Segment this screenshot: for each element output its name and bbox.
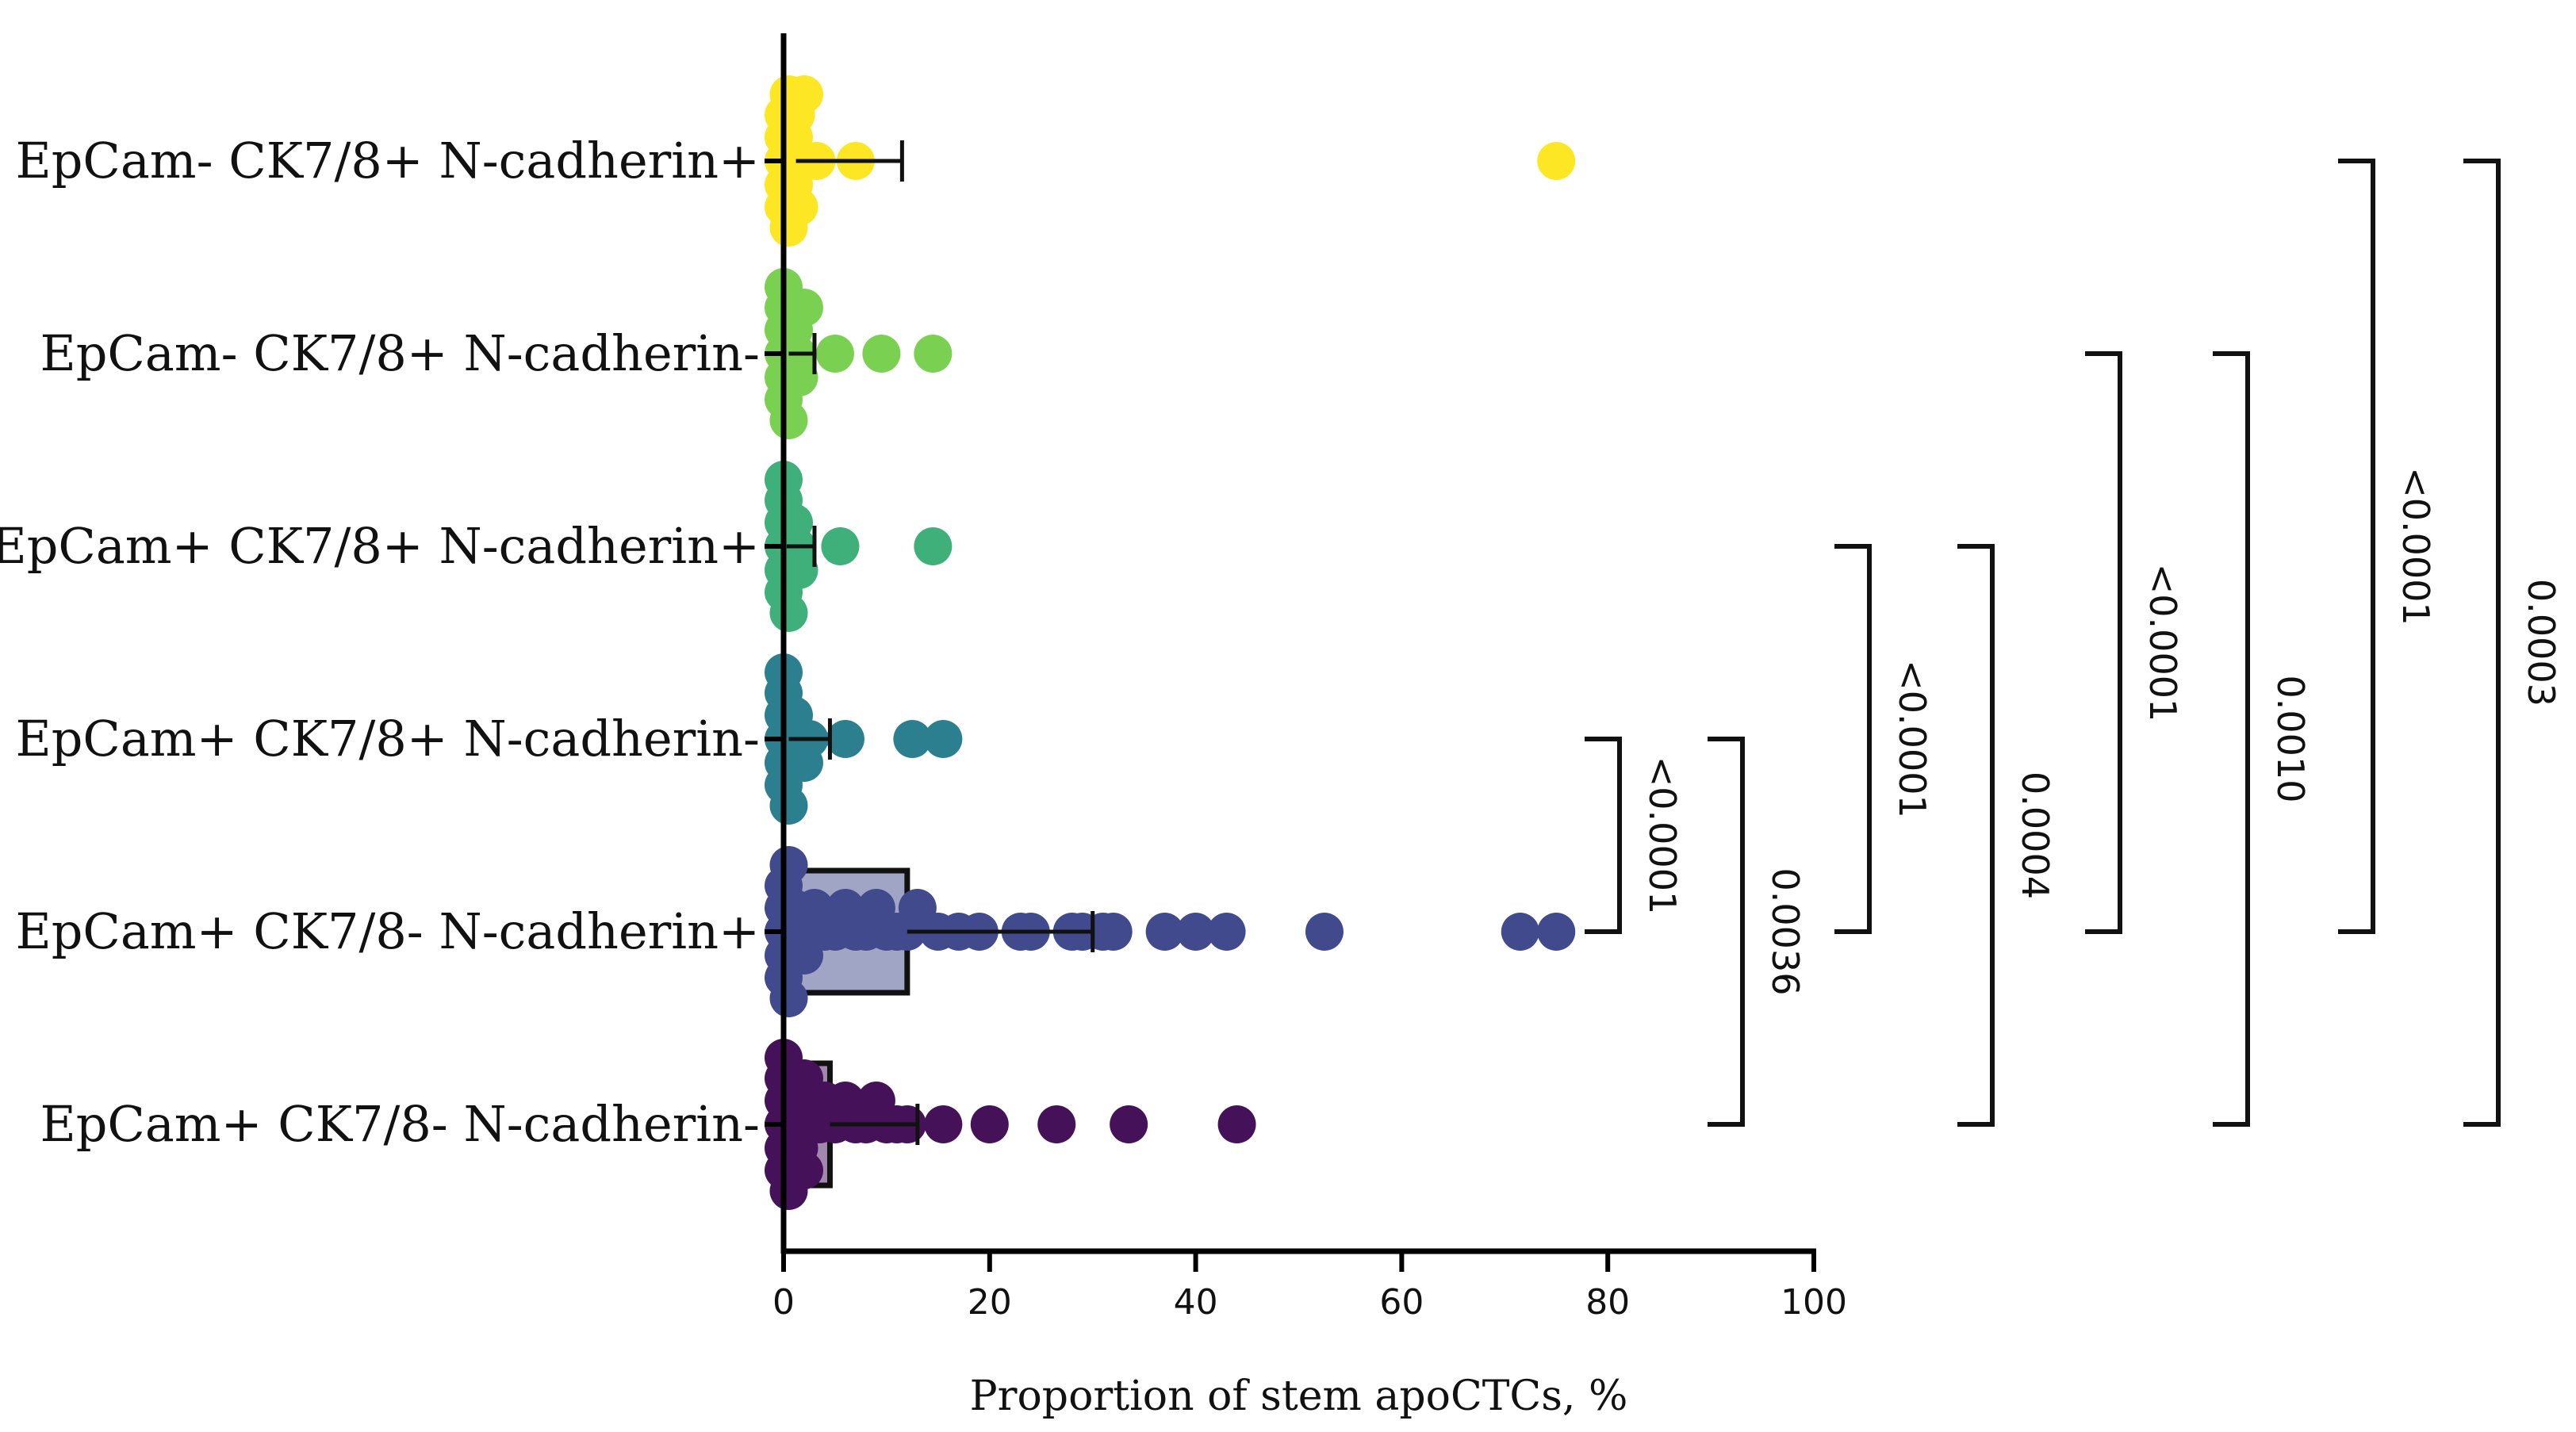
comparison-bracket: <0.0001 (1834, 544, 1934, 934)
category-label: EpCam+ CK7/8- N-cadherin- (40, 1095, 760, 1153)
data-point (769, 594, 808, 632)
data-point (784, 289, 823, 327)
category-label: EpCam- CK7/8+ N-cadherin- (40, 324, 760, 382)
p-value-label: 0.0003 (2520, 579, 2563, 706)
data-point (774, 503, 813, 542)
data-point (769, 846, 808, 884)
data-point (1145, 913, 1184, 951)
category-label: EpCam+ CK7/8+ N-cadherin+ (0, 517, 760, 575)
x-axis-title: Proportion of stem apoCTCs, % (970, 1373, 1628, 1420)
data-point (914, 335, 953, 373)
p-value-label: <0.0001 (2141, 564, 2184, 722)
category-labels: EpCam- CK7/8+ N-cadherin+ EpCam- CK7/8+ N… (0, 132, 784, 1153)
data-point (780, 188, 818, 226)
comparison-bracket: 0.0003 (2463, 159, 2563, 1127)
comparison-bracket: 0.0004 (1957, 544, 2057, 1127)
data-point (1110, 1105, 1148, 1143)
x-tick-label: 80 (1585, 1282, 1630, 1323)
bracket-line (2338, 159, 2375, 934)
data-point (862, 335, 901, 373)
p-value-label: <0.0001 (1891, 660, 1934, 818)
points-layer (765, 75, 1576, 1210)
data-point (893, 720, 932, 758)
data-point (784, 75, 823, 113)
p-value-label: 0.0004 (2014, 772, 2057, 899)
errors-layer (786, 140, 1095, 1145)
data-point (769, 401, 808, 439)
category-label: EpCam+ CK7/8- N-cadherin+ (15, 902, 760, 960)
data-point (784, 1151, 823, 1189)
bars-layer (780, 97, 910, 1189)
p-value-label: <0.0001 (2394, 467, 2437, 626)
comparison-bracket: 0.0010 (2213, 351, 2312, 1127)
comparison-bracket: <0.0001 (1585, 737, 1684, 934)
p-value-label: 0.0036 (1764, 868, 1807, 996)
p-value-label: 0.0010 (2269, 676, 2312, 803)
comparison-bracket: <0.0001 (2085, 351, 2184, 934)
data-point (826, 720, 864, 758)
data-point (1037, 1105, 1076, 1143)
significance-brackets: <0.0001 0.0036 <0.0001 0.0004 <0.0001 0.0010 <… (1585, 159, 2563, 1127)
data-point (769, 787, 808, 825)
data-point (970, 1105, 1009, 1143)
bracket-line (1957, 544, 1995, 1127)
data-point (924, 1105, 963, 1143)
x-ticks: 0 20 40 60 80 100 (772, 1251, 1847, 1323)
category-label: EpCam- CK7/8+ N-cadherin+ (15, 132, 760, 190)
x-tick-label: 20 (968, 1282, 1012, 1323)
comparison-bracket: <0.0001 (2338, 159, 2437, 934)
data-point (821, 527, 860, 565)
data-point (1094, 913, 1133, 951)
p-value-label: <0.0001 (1641, 756, 1684, 915)
data-point (1305, 913, 1344, 951)
data-point (1501, 913, 1539, 951)
x-tick-label: 0 (772, 1282, 795, 1323)
x-tick-label: 40 (1174, 1282, 1218, 1323)
data-point (815, 335, 854, 373)
bracket-line (1585, 737, 1622, 934)
data-point (769, 979, 808, 1017)
x-tick-label: 60 (1379, 1282, 1424, 1323)
x-tick-label: 100 (1781, 1282, 1847, 1323)
bracket-line (2463, 159, 2501, 1127)
data-point (914, 527, 953, 565)
data-point (1537, 142, 1576, 180)
data-point (1537, 913, 1576, 951)
data-point (924, 720, 963, 758)
bracket-line (1708, 737, 1745, 1127)
data-point (780, 551, 818, 589)
data-point (1176, 913, 1215, 951)
data-point (1207, 913, 1246, 951)
data-point (1217, 1105, 1256, 1143)
bracket-line (2213, 351, 2250, 1127)
bracket-line (1834, 544, 1872, 934)
data-point (780, 358, 818, 396)
bracket-line (2085, 351, 2122, 934)
comparison-bracket: 0.0036 (1708, 737, 1807, 1127)
category-label: EpCam+ CK7/8+ N-cadherin- (15, 710, 760, 768)
